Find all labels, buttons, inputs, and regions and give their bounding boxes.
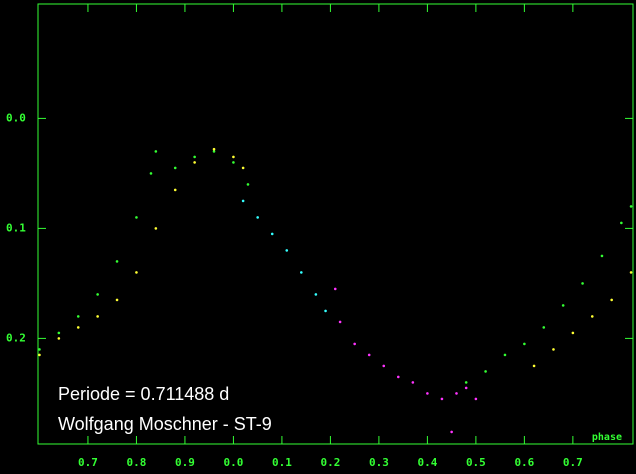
data-point <box>193 161 196 164</box>
data-point <box>426 392 429 395</box>
data-point <box>115 298 119 302</box>
data-point <box>338 320 342 324</box>
data-point <box>571 331 575 335</box>
data-point <box>241 166 245 170</box>
data-point <box>154 227 158 230</box>
data-point <box>620 221 623 225</box>
data-point <box>581 282 584 285</box>
data-point <box>38 353 41 357</box>
data-point <box>382 364 386 368</box>
data-point <box>96 315 99 318</box>
data-point <box>523 342 526 346</box>
annotation: Periode = 0.711488 d <box>58 384 229 404</box>
data-point <box>256 216 259 219</box>
x-tick-label: 0.4 <box>417 456 437 469</box>
data-point <box>455 392 458 395</box>
data-point <box>411 381 415 384</box>
x-tick-label: 0.7 <box>563 456 583 469</box>
data-point <box>173 166 177 170</box>
x-axis-label: phase <box>592 432 622 443</box>
data-point <box>629 271 633 274</box>
data-point <box>464 381 468 384</box>
data-point <box>629 205 633 208</box>
data-point <box>590 315 594 318</box>
data-point <box>450 430 453 434</box>
data-point <box>246 183 250 186</box>
data-point <box>38 348 41 351</box>
plot-frame <box>37 3 634 445</box>
data-point <box>484 370 487 373</box>
data-point <box>367 353 371 357</box>
data-point <box>600 254 604 258</box>
x-tick-label: 0.0 <box>223 456 243 469</box>
data-point <box>212 147 216 151</box>
data-point <box>241 199 245 203</box>
data-point <box>270 232 274 236</box>
data-point <box>149 172 153 175</box>
y-tick-label: 0.0 <box>6 111 26 124</box>
data-point <box>314 293 318 296</box>
data-point <box>353 342 356 346</box>
data-point <box>57 337 61 340</box>
data-point <box>552 348 555 351</box>
annotation: Wolfgang Moschner - ST-9 <box>58 414 272 434</box>
data-point <box>115 260 119 263</box>
data-point <box>503 353 507 357</box>
x-tick-label: 0.3 <box>369 456 389 469</box>
data-point <box>300 271 303 274</box>
x-tick-label: 0.2 <box>320 456 340 469</box>
data-point <box>561 304 565 307</box>
y-tick-label: 0.1 <box>6 221 26 234</box>
data-point <box>333 287 337 291</box>
data-point <box>232 155 235 159</box>
x-tick-label: 0.6 <box>514 456 534 469</box>
x-tick-label: 0.1 <box>272 456 292 469</box>
data-point <box>135 271 138 274</box>
data-point <box>232 161 235 164</box>
x-tick-label: 0.9 <box>175 456 195 469</box>
data-point <box>474 397 478 401</box>
data-point <box>96 293 99 296</box>
data-point <box>285 249 289 252</box>
data-point <box>532 364 536 368</box>
data-point <box>396 375 400 379</box>
x-tick-label: 0.7 <box>78 456 98 469</box>
data-point <box>173 188 177 192</box>
data-point <box>57 331 61 335</box>
data-point <box>76 315 80 318</box>
data-point <box>324 309 327 313</box>
data-point <box>76 326 80 329</box>
data-point <box>440 397 444 401</box>
data-point <box>212 150 216 153</box>
data-point <box>464 386 468 390</box>
data-point <box>193 155 196 159</box>
y-tick-label: 0.2 <box>6 331 26 344</box>
data-point <box>542 326 546 329</box>
x-tick-label: 0.8 <box>127 456 147 469</box>
data-point <box>154 150 158 153</box>
data-point <box>610 298 613 302</box>
x-tick-label: 0.5 <box>466 456 486 469</box>
data-point <box>135 216 138 219</box>
